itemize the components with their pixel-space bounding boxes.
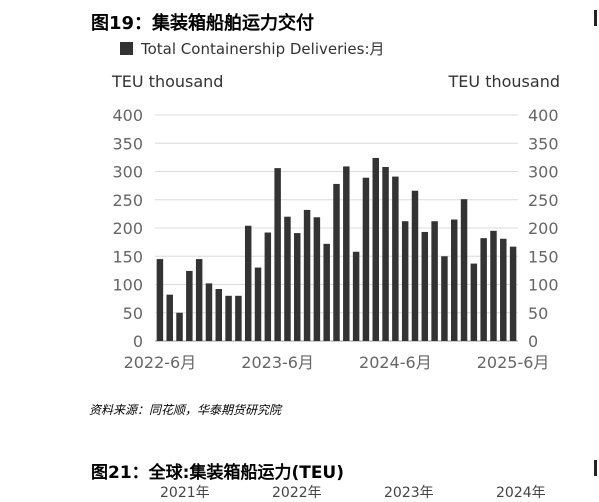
bar [392, 176, 399, 341]
bar [470, 263, 478, 341]
y-tick-label-right: 200 [528, 219, 559, 238]
legend-label: Total Containership Deliveries:月 [141, 40, 385, 58]
y-tick-label-right: 250 [528, 191, 559, 210]
bar [460, 199, 468, 341]
figure-title: 图19：集装箱船舶运力交付 [91, 13, 315, 34]
x-tick-label: 2023-6月 [241, 353, 314, 372]
bar [235, 295, 242, 341]
bar [166, 294, 173, 341]
source-note: 资料来源：同花顺，华泰期货研究院 [89, 403, 282, 417]
next-tick-label: 2023年 [384, 485, 434, 501]
y-tick-label-left: 0 [133, 332, 143, 351]
bar [176, 312, 183, 341]
bar [205, 283, 213, 341]
bar [284, 216, 291, 341]
bar [195, 259, 203, 341]
bar [480, 238, 487, 341]
y-tick-label-right: 300 [528, 163, 559, 182]
bar [156, 259, 164, 341]
bar [254, 267, 262, 341]
y-tick-label-right: 50 [528, 304, 548, 323]
bar [411, 190, 419, 341]
bar [294, 233, 301, 341]
bar [441, 256, 448, 341]
y-tick-label-left: 200 [112, 219, 143, 238]
chart-legend: Total Containership Deliveries:月 [120, 38, 385, 59]
edge-divider [594, 460, 597, 476]
bar [186, 270, 193, 341]
bar [509, 246, 517, 341]
bar [225, 295, 232, 341]
bar [215, 289, 223, 341]
y-axis-label-right: TEU thousand [448, 72, 560, 91]
y-tick-label-left: 400 [112, 106, 143, 125]
x-tick-label: 2022-6月 [124, 353, 197, 372]
bar [450, 219, 458, 341]
y-tick-label-right: 0 [528, 332, 538, 351]
y-tick-label-left: 300 [112, 163, 143, 182]
y-tick-label-left: 50 [123, 304, 143, 323]
x-tick-label: 2024-6月 [359, 353, 432, 372]
bar [343, 166, 350, 341]
bar [323, 243, 330, 341]
y-tick-label-right: 150 [528, 247, 559, 266]
bar [333, 183, 340, 341]
bar [244, 225, 252, 341]
bar [362, 177, 370, 341]
bar-series [156, 157, 517, 341]
bar [264, 232, 272, 341]
bar [372, 157, 379, 341]
next-tick-label: 2024年 [496, 485, 546, 501]
bar [490, 230, 497, 341]
next-tick-label: 2021年 [160, 485, 210, 501]
y-tick-label-left: 100 [112, 276, 143, 295]
y-tick-label-right: 350 [528, 134, 559, 153]
deliveries-bar-chart: 0 0 50 50 100 100 150 150 200 200 250 250 300 300 350 3… [111, 72, 560, 372]
bar [274, 168, 281, 341]
bar [431, 221, 438, 341]
bar [352, 251, 360, 341]
bar [382, 166, 389, 341]
y-tick-label-left: 250 [112, 191, 143, 210]
y-axis-label-left: TEU thousand [111, 72, 223, 91]
bar [401, 221, 409, 341]
y-tick-label-left: 350 [112, 134, 143, 153]
axes: 0 0 50 50 100 100 150 150 200 200 250 250 300 300 350 3… [112, 106, 558, 372]
next-tick-label: 2022年 [272, 485, 322, 501]
y-tick-label-left: 150 [112, 247, 143, 266]
y-tick-label-right: 100 [528, 276, 559, 295]
bar [303, 209, 311, 341]
next-figure-title: 图21：全球:集装箱船运力(TEU) [91, 463, 345, 483]
bar [313, 217, 321, 341]
bar [500, 238, 507, 341]
legend-swatch [120, 42, 133, 55]
bar [421, 231, 429, 341]
x-tick-label: 2025-6月 [477, 353, 550, 372]
y-tick-label-right: 400 [528, 106, 559, 125]
edge-divider [594, 10, 597, 26]
